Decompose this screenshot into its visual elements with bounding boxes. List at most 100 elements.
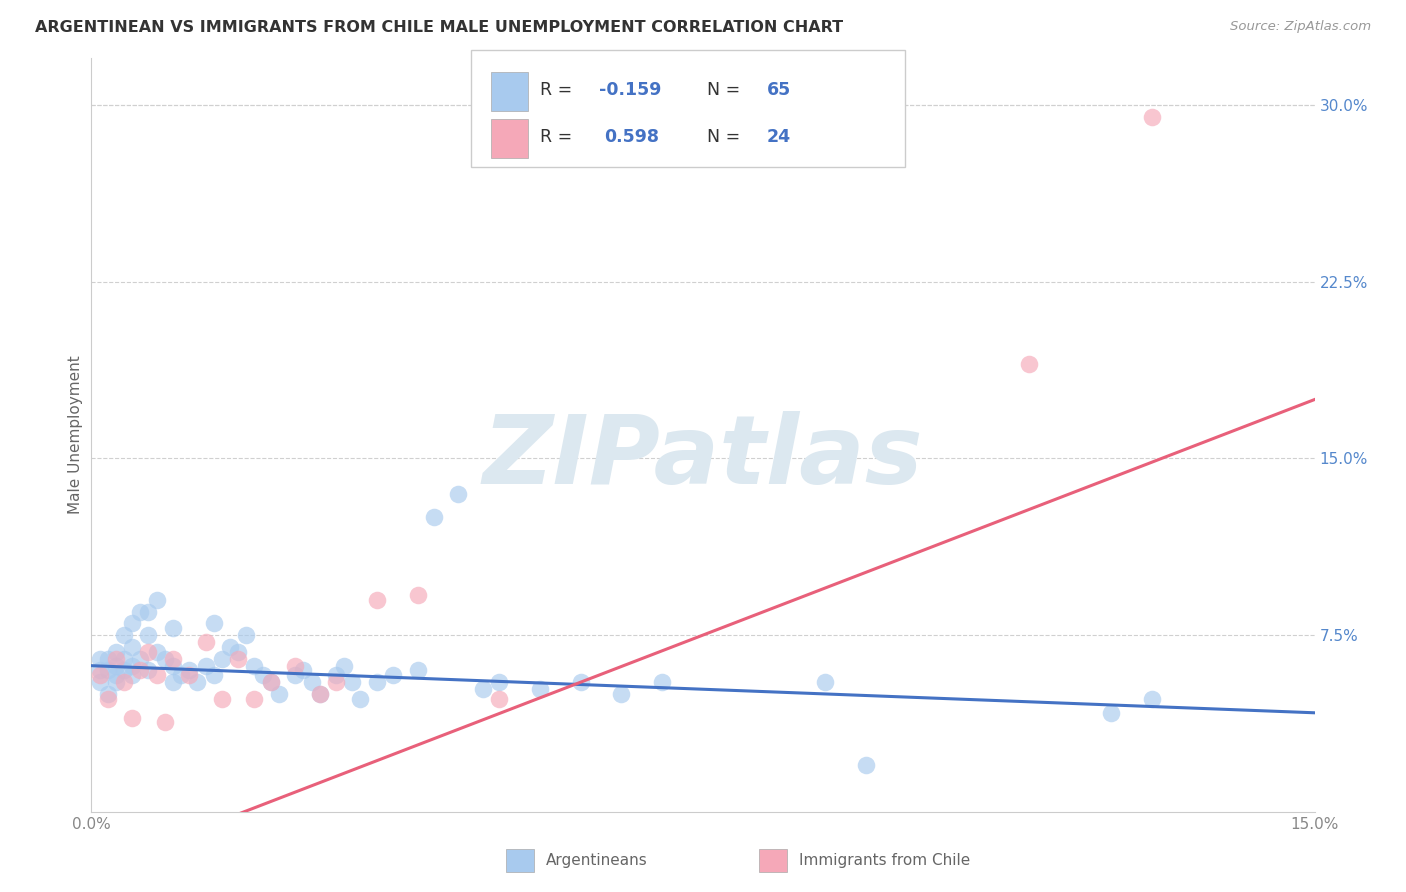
Point: [104, 675, 127, 690]
Point: [406, 588, 429, 602]
Point: [366, 592, 388, 607]
Point: [211, 691, 233, 706]
Point: [104, 658, 127, 673]
Point: [333, 658, 356, 673]
Text: ARGENTINEAN VS IMMIGRANTS FROM CHILE MALE UNEMPLOYMENT CORRELATION CHART: ARGENTINEAN VS IMMIGRANTS FROM CHILE MAL…: [35, 20, 844, 35]
Point: [260, 675, 283, 690]
Point: [325, 668, 347, 682]
Point: [301, 675, 323, 690]
Bar: [491, 71, 529, 111]
Text: 65: 65: [766, 80, 790, 99]
Point: [129, 605, 152, 619]
Point: [186, 675, 208, 690]
Point: [243, 658, 266, 673]
Point: [153, 651, 176, 665]
Point: [252, 668, 274, 682]
Text: 24: 24: [766, 128, 790, 146]
Point: [89, 668, 111, 682]
Point: [488, 691, 510, 706]
Point: [112, 675, 135, 690]
Bar: [491, 119, 529, 158]
Point: [97, 651, 120, 665]
Point: [138, 605, 160, 619]
Point: [219, 640, 242, 654]
Point: [284, 658, 307, 673]
Point: [1140, 691, 1163, 706]
Point: [170, 668, 193, 682]
Point: [153, 715, 176, 730]
Point: [121, 658, 143, 673]
Point: [121, 640, 143, 654]
Point: [651, 675, 673, 690]
Point: [138, 644, 160, 658]
Point: [284, 668, 307, 682]
Point: [162, 658, 184, 673]
Point: [145, 668, 167, 682]
Point: [162, 651, 184, 665]
Point: [202, 616, 225, 631]
Point: [89, 651, 111, 665]
Text: R =: R =: [540, 80, 578, 99]
Point: [104, 644, 127, 658]
Point: [610, 687, 633, 701]
Point: [162, 621, 184, 635]
Text: Immigrants from Chile: Immigrants from Chile: [799, 854, 970, 868]
Text: R =: R =: [540, 128, 578, 146]
Point: [243, 691, 266, 706]
Point: [194, 635, 217, 649]
Point: [112, 664, 135, 678]
Point: [1140, 110, 1163, 124]
Point: [226, 651, 249, 665]
Point: [267, 687, 290, 701]
Point: [138, 628, 160, 642]
Point: [138, 664, 160, 678]
Text: ZIPatlas: ZIPatlas: [482, 411, 924, 504]
Point: [211, 651, 233, 665]
Point: [292, 664, 315, 678]
Point: [235, 628, 257, 642]
Point: [145, 592, 167, 607]
Point: [202, 668, 225, 682]
Point: [1099, 706, 1122, 720]
Point: [121, 616, 143, 631]
Point: [194, 658, 217, 673]
Point: [382, 668, 405, 682]
Point: [855, 757, 877, 772]
Point: [1018, 357, 1040, 371]
Point: [366, 675, 388, 690]
Point: [308, 687, 330, 701]
Point: [179, 668, 201, 682]
FancyBboxPatch shape: [471, 51, 905, 168]
Text: 0.598: 0.598: [605, 128, 659, 146]
Point: [162, 675, 184, 690]
Point: [104, 651, 127, 665]
Point: [226, 644, 249, 658]
Point: [129, 651, 152, 665]
Point: [121, 710, 143, 724]
Y-axis label: Male Unemployment: Male Unemployment: [67, 356, 83, 514]
Point: [104, 668, 127, 682]
Point: [260, 675, 283, 690]
Point: [488, 675, 510, 690]
Point: [89, 675, 111, 690]
Point: [342, 675, 364, 690]
Text: N =: N =: [707, 80, 745, 99]
Point: [349, 691, 371, 706]
Point: [447, 487, 470, 501]
Point: [97, 664, 120, 678]
Point: [112, 628, 135, 642]
Point: [814, 675, 837, 690]
Point: [89, 664, 111, 678]
Point: [308, 687, 330, 701]
Point: [529, 682, 551, 697]
Point: [97, 687, 120, 701]
Point: [121, 668, 143, 682]
Point: [423, 510, 446, 524]
Point: [179, 664, 201, 678]
Point: [112, 651, 135, 665]
Point: [325, 675, 347, 690]
Text: Argentineans: Argentineans: [546, 854, 647, 868]
Point: [129, 664, 152, 678]
Point: [471, 682, 494, 697]
Point: [97, 691, 120, 706]
